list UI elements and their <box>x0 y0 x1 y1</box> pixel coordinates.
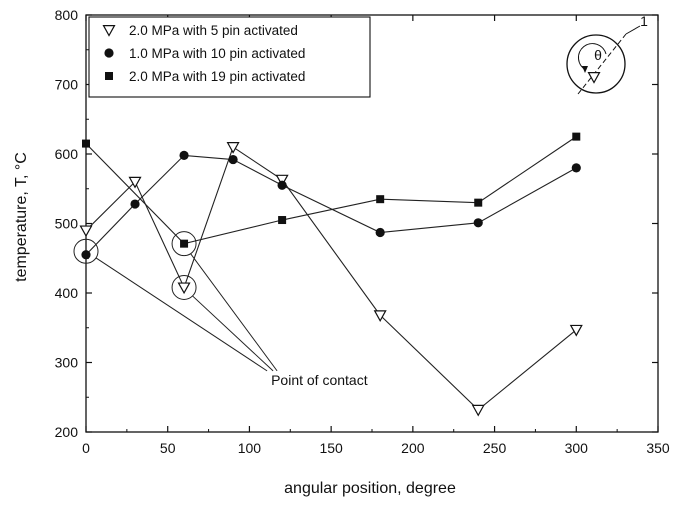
series-1 <box>81 150 581 260</box>
data-point <box>179 150 189 160</box>
legend-label: 2.0 MPa with 5 pin activated <box>129 23 298 38</box>
y-tick-label: 500 <box>55 216 79 232</box>
data-point <box>130 199 140 209</box>
data-point <box>228 154 238 165</box>
x-axis-title: angular position, degree <box>284 480 456 497</box>
y-tick-label: 600 <box>55 146 79 162</box>
inset-diagram: θ1 <box>566 13 648 95</box>
y-tick-label: 400 <box>55 285 79 301</box>
data-point <box>278 216 287 225</box>
legend: 2.0 MPa with 5 pin activated 1.0 MPa with… <box>88 16 371 98</box>
legend-box <box>88 16 371 98</box>
series-line <box>85 136 577 245</box>
ticks: 0 50 100 150 200 250 300 350 200 300 400 500 600 700 8… <box>55 7 670 456</box>
x-tick-label: 300 <box>565 440 589 456</box>
annotation-label: Point of contact <box>271 372 368 388</box>
inset-axis-line <box>577 33 627 95</box>
series-2 <box>82 132 581 248</box>
data-point <box>376 195 385 204</box>
legend-marker <box>102 25 116 37</box>
data-point <box>180 239 189 248</box>
y-tick-label: 800 <box>55 7 79 23</box>
x-tick-label: 100 <box>238 440 262 456</box>
inset-theta-label: θ <box>594 47 602 63</box>
y-tick-label: 200 <box>55 424 79 440</box>
inset-number-label: 1 <box>640 13 648 29</box>
data-point <box>471 404 485 417</box>
inset-marker <box>587 71 601 84</box>
series-0 <box>79 142 583 417</box>
x-tick-label: 50 <box>160 440 176 456</box>
series-line <box>85 154 577 256</box>
contact-leader-line <box>192 295 274 372</box>
series-line <box>85 146 577 411</box>
inset-angle-arc <box>577 43 607 71</box>
data-point <box>474 198 483 207</box>
legend-marker <box>104 48 114 58</box>
legend-label: 2.0 MPa with 19 pin activated <box>129 69 305 84</box>
data-point <box>275 174 289 187</box>
x-tick-label: 150 <box>319 440 343 456</box>
y-tick-label: 300 <box>55 355 79 371</box>
data-point <box>82 139 90 148</box>
x-tick-label: 200 <box>401 440 425 456</box>
data-point <box>373 310 387 322</box>
contact-circle <box>171 274 197 300</box>
legend-marker <box>105 72 113 80</box>
data-point <box>572 132 581 141</box>
contact-leader-line <box>95 257 268 372</box>
y-axis-title: temperature, T, °C <box>13 152 30 282</box>
series <box>79 132 583 417</box>
contact-circle <box>73 238 99 264</box>
contact-leader-line <box>190 253 278 372</box>
x-tick-label: 350 <box>646 440 670 456</box>
legend-label: 1.0 MPa with 10 pin activated <box>129 46 305 61</box>
inset-arrowhead <box>582 66 588 73</box>
inset-leader-line <box>625 25 641 35</box>
data-point <box>81 250 91 260</box>
contact-circle <box>171 231 197 257</box>
x-tick-label: 250 <box>483 440 507 456</box>
data-point <box>226 142 240 154</box>
data-point <box>128 176 142 189</box>
y-tick-label: 700 <box>55 77 79 93</box>
data-point <box>277 180 287 190</box>
annotations: Point of contact <box>73 231 368 388</box>
data-point <box>569 324 583 337</box>
data-point <box>571 163 581 173</box>
data-point <box>473 218 483 228</box>
data-point <box>79 225 93 238</box>
data-point <box>375 227 385 238</box>
x-tick-label: 0 <box>82 440 90 456</box>
data-point <box>177 282 191 295</box>
